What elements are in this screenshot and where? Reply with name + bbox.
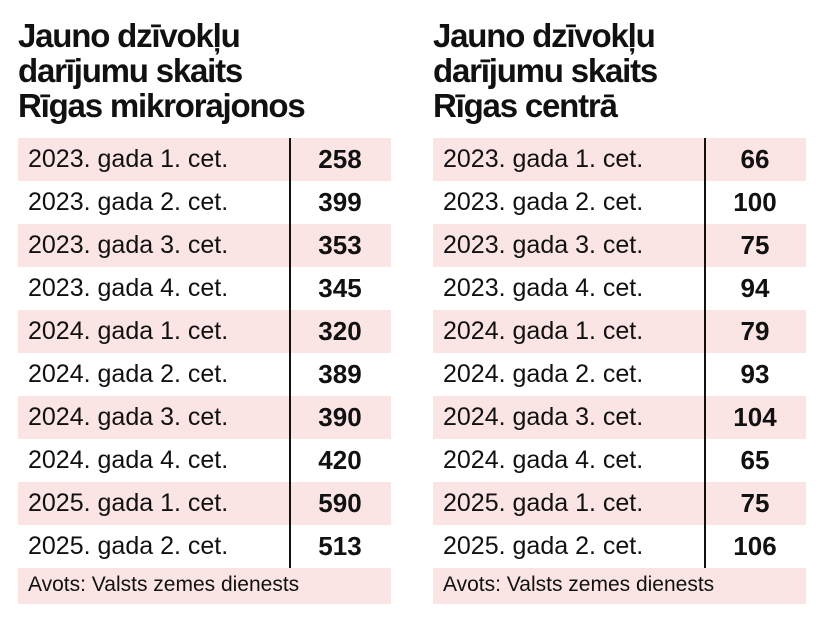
table-row: 2024. gada 2. cet. 93 — [433, 353, 806, 396]
row-label: 2024. gada 4. cet. — [28, 446, 229, 474]
row-value: 513 — [318, 531, 362, 561]
table: Jauno dzīvokļu darījumu skaits Rīgas centr… — [433, 18, 806, 604]
row-label: 2025. gada 1. cet. — [28, 489, 229, 517]
table-title: Jauno dzīvokļu darījumu skaits Rīgas centr… — [433, 18, 806, 138]
table-row: 2023. gada 4. cet. 345 — [18, 267, 391, 310]
title-line: Jauno dzīvokļu — [18, 17, 241, 54]
row-label: 2024. gada 1. cet. — [443, 317, 644, 345]
row-value: 93 — [740, 359, 770, 389]
table-row: 2023. gada 2. cet. 399 — [18, 181, 391, 224]
row-value: 75 — [740, 230, 770, 260]
row-value: 79 — [740, 316, 770, 346]
row-label: 2024. gada 3. cet. — [443, 403, 644, 431]
row-value: 104 — [733, 402, 777, 432]
title-line: darījumu skaits — [18, 52, 243, 89]
column-divider — [289, 138, 291, 568]
table-row: 2025. gada 1. cet. 75 — [433, 482, 806, 525]
row-label: 2025. gada 2. cet. — [28, 532, 229, 560]
table-row: 2023. gada 4. cet. 94 — [433, 267, 806, 310]
column-divider — [704, 138, 706, 568]
title-line: Rīgas centrā — [433, 87, 618, 124]
row-label: 2023. gada 2. cet. — [28, 188, 229, 216]
row-label: 2023. gada 4. cet. — [28, 274, 229, 302]
table-row: 2024. gada 4. cet. 65 — [433, 439, 806, 482]
row-label: 2025. gada 1. cet. — [443, 489, 644, 517]
table-row: 2024. gada 3. cet. 104 — [433, 396, 806, 439]
row-value: 420 — [318, 445, 362, 475]
table-row: 2023. gada 3. cet. 75 — [433, 224, 806, 267]
table-row: 2024. gada 3. cet. 390 — [18, 396, 391, 439]
table-row: 2025. gada 2. cet. 106 — [433, 525, 806, 568]
table-row: 2023. gada 1. cet. 258 — [18, 138, 391, 181]
table-row: 2025. gada 2. cet. 513 — [18, 525, 391, 568]
table: Jauno dzīvokļu darījumu skaits Rīgas mikro… — [18, 18, 391, 604]
table-row: 2024. gada 2. cet. 389 — [18, 353, 391, 396]
row-label: 2024. gada 2. cet. — [28, 360, 229, 388]
row-value: 106 — [733, 531, 777, 561]
source-note: Avots: Valsts zemes dienests — [18, 568, 391, 604]
row-value: 65 — [740, 445, 770, 475]
source-note: Avots: Valsts zemes dienests — [433, 568, 806, 604]
table-row: 2024. gada 1. cet. 320 — [18, 310, 391, 353]
row-label: 2025. gada 2. cet. — [443, 532, 644, 560]
row-label: 2023. gada 2. cet. — [443, 188, 644, 216]
title-line: Rīgas mikrorajonos — [18, 87, 306, 124]
row-label: 2023. gada 3. cet. — [28, 231, 229, 259]
row-value: 345 — [318, 273, 362, 303]
row-label: 2023. gada 1. cet. — [443, 145, 644, 173]
row-value: 389 — [318, 359, 362, 389]
row-value: 390 — [318, 402, 362, 432]
row-value: 94 — [740, 273, 770, 303]
table-row: 2025. gada 1. cet. 590 — [18, 482, 391, 525]
row-label: 2023. gada 4. cet. — [443, 274, 644, 302]
row-label: 2023. gada 1. cet. — [28, 145, 229, 173]
table-title: Jauno dzīvokļu darījumu skaits Rīgas mikro… — [18, 18, 391, 138]
title-line: darījumu skaits — [433, 52, 658, 89]
row-value: 590 — [318, 488, 362, 518]
row-value: 399 — [318, 187, 362, 217]
title-line: Jauno dzīvokļu — [433, 17, 656, 54]
row-value: 353 — [318, 230, 362, 260]
row-label: 2023. gada 3. cet. — [443, 231, 644, 259]
table-row: 2023. gada 3. cet. 353 — [18, 224, 391, 267]
row-label: 2024. gada 4. cet. — [443, 446, 644, 474]
table-row: 2023. gada 2. cet. 100 — [433, 181, 806, 224]
table-row: 2024. gada 1. cet. 79 — [433, 310, 806, 353]
row-value: 66 — [740, 144, 770, 174]
row-value: 100 — [733, 187, 777, 217]
row-label: 2024. gada 2. cet. — [443, 360, 644, 388]
table-row: 2024. gada 4. cet. 420 — [18, 439, 391, 482]
table-row: 2023. gada 1. cet. 66 — [433, 138, 806, 181]
row-label: 2024. gada 3. cet. — [28, 403, 229, 431]
row-value: 320 — [318, 316, 362, 346]
row-value: 258 — [318, 144, 362, 174]
row-value: 75 — [740, 488, 770, 518]
row-label: 2024. gada 1. cet. — [28, 317, 229, 345]
